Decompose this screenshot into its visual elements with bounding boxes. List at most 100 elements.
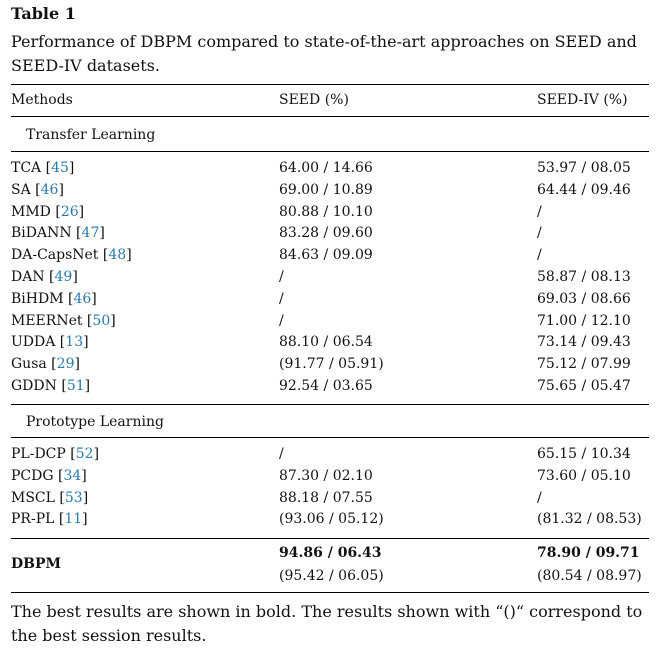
citation-link[interactable]: 45 bbox=[51, 160, 69, 176]
citation-link[interactable]: 48 bbox=[108, 247, 127, 264]
method-cell: PR-PL [11] bbox=[11, 511, 88, 528]
seediv-value: 58.87 / 08.13 bbox=[537, 269, 631, 285]
section-divider-prototype bbox=[11, 404, 649, 405]
method-name: BiHDM bbox=[11, 290, 64, 307]
method-cell: PL-DCP [52] bbox=[11, 446, 100, 462]
seed-value: (91.77 / 05.91) bbox=[279, 356, 384, 373]
table-row: DAN [49] / 58.87 / 08.13 bbox=[11, 269, 649, 291]
table-row: GDDN [51] 92.54 / 03.65 75.65 / 05.47 bbox=[11, 378, 649, 400]
method-name: BiDANN bbox=[11, 225, 72, 242]
seediv-value: 73.14 / 09.43 bbox=[537, 334, 631, 351]
seediv-value: 71.00 / 12.10 bbox=[537, 312, 631, 329]
dbpm-seed-session: (95.42 / 06.05) bbox=[279, 568, 384, 584]
method-name: DAN bbox=[11, 269, 45, 285]
table-caption: Performance of DBPM compared to state-of… bbox=[11, 32, 637, 75]
citation-link[interactable]: 26 bbox=[60, 203, 79, 220]
method-cell: SA [46] bbox=[11, 181, 64, 198]
section-rule-transfer bbox=[11, 151, 649, 152]
table-row: PR-PL [11] (93.06 / 05.12) (81.32 / 08.53) bbox=[11, 511, 649, 533]
header-methods: Methods bbox=[11, 92, 73, 108]
seed-value: 88.10 / 06.54 bbox=[279, 334, 373, 351]
method-cell: GDDN [51] bbox=[11, 378, 91, 394]
method-cell: PCDG [34] bbox=[11, 467, 87, 484]
citation-link[interactable]: 53 bbox=[64, 489, 83, 506]
section-rule-prototype bbox=[11, 437, 649, 438]
method-cell: MSCL [53] bbox=[11, 489, 89, 506]
seediv-value: / bbox=[537, 489, 542, 506]
seed-value: 87.30 / 02.10 bbox=[279, 467, 373, 484]
seed-value: 88.18 / 07.55 bbox=[279, 489, 373, 506]
table-row: PL-DCP [52] / 65.15 / 10.34 bbox=[11, 446, 649, 468]
header-rule bbox=[11, 116, 649, 117]
seediv-value: / bbox=[537, 247, 542, 264]
seed-value: 84.63 / 09.09 bbox=[279, 247, 373, 264]
citation-link[interactable]: 46 bbox=[73, 290, 92, 307]
citation-link[interactable]: 34 bbox=[63, 467, 82, 484]
method-cell: BiHDM [46] bbox=[11, 290, 97, 307]
seed-value: (93.06 / 05.12) bbox=[279, 511, 384, 528]
table-row: MEERNet [50] / 71.00 / 12.10 bbox=[11, 313, 649, 335]
method-name: PR-PL bbox=[11, 511, 55, 528]
table-row: MMD [26] 80.88 / 10.10 / bbox=[11, 204, 649, 226]
header-seediv: SEED-IV (%) bbox=[537, 92, 628, 108]
method-cell: TCA [45] bbox=[11, 160, 75, 176]
seediv-value: 53.97 / 08.05 bbox=[537, 160, 631, 176]
section-prototype-learning: Prototype Learning bbox=[26, 414, 164, 430]
seediv-value: 75.65 / 05.47 bbox=[537, 378, 631, 394]
method-name: MSCL bbox=[11, 489, 55, 506]
table-row: Gusa [29] (91.77 / 05.91) 75.12 / 07.99 bbox=[11, 356, 649, 378]
dbpm-method: DBPM bbox=[11, 556, 61, 572]
table-footnote: The best results are shown in bold. The … bbox=[11, 602, 643, 645]
table-row: PCDG [34] 87.30 / 02.10 73.60 / 05.10 bbox=[11, 468, 649, 490]
method-name: MMD bbox=[11, 203, 51, 220]
citation-link[interactable]: 52 bbox=[75, 446, 94, 462]
seed-value: 69.00 / 10.89 bbox=[279, 181, 373, 198]
method-name: MEERNet bbox=[11, 312, 83, 329]
citation-link[interactable]: 50 bbox=[92, 312, 111, 329]
method-cell: DAN [49] bbox=[11, 269, 78, 285]
header-seed: SEED (%) bbox=[279, 92, 349, 108]
seediv-value: 69.03 / 08.66 bbox=[537, 290, 631, 307]
dbpm-seediv-best: 78.90 / 09.71 bbox=[537, 545, 640, 561]
citation-link[interactable]: 51 bbox=[66, 378, 85, 394]
method-name: DA-CapsNet bbox=[11, 247, 99, 264]
method-cell: MMD [26] bbox=[11, 203, 85, 220]
method-cell: Gusa [29] bbox=[11, 356, 80, 373]
seediv-value: / bbox=[537, 203, 542, 220]
seed-value: 83.28 / 09.60 bbox=[279, 225, 373, 242]
seed-value: / bbox=[279, 290, 284, 307]
citation-link[interactable]: 49 bbox=[54, 269, 73, 285]
seediv-value: / bbox=[537, 225, 542, 242]
seed-value: 92.54 / 03.65 bbox=[279, 378, 373, 394]
dbpm-rule bbox=[11, 538, 649, 539]
citation-link[interactable]: 46 bbox=[40, 181, 59, 198]
top-rule bbox=[11, 84, 649, 85]
table-row: DA-CapsNet [48] 84.63 / 09.09 / bbox=[11, 247, 649, 269]
seed-value: / bbox=[279, 312, 284, 329]
method-name: PCDG bbox=[11, 467, 54, 484]
table-row: MSCL [53] 88.18 / 07.55 / bbox=[11, 490, 649, 512]
seed-value: / bbox=[279, 446, 284, 462]
method-name: PL-DCP bbox=[11, 446, 66, 462]
seed-value: / bbox=[279, 269, 284, 285]
citation-link[interactable]: 29 bbox=[56, 356, 75, 373]
dbpm-session-row: (95.42 / 06.05) (80.54 / 08.97) bbox=[11, 568, 649, 590]
bottom-rule bbox=[11, 592, 649, 593]
seed-value: 64.00 / 14.66 bbox=[279, 160, 373, 176]
table-row: UDDA [13] 88.10 / 06.54 73.14 / 09.43 bbox=[11, 334, 649, 356]
method-name: TCA bbox=[11, 160, 42, 176]
method-name: Gusa bbox=[11, 356, 47, 373]
dbpm-seediv-session: (80.54 / 08.97) bbox=[537, 568, 642, 584]
table-row: BiHDM [46] / 69.03 / 08.66 bbox=[11, 291, 649, 313]
seediv-value: 64.44 / 09.46 bbox=[537, 181, 631, 198]
dbpm-row: DBPM bbox=[11, 556, 649, 578]
table-row: BiDANN [47] 83.28 / 09.60 / bbox=[11, 225, 649, 247]
citation-link[interactable]: 47 bbox=[81, 225, 100, 242]
seed-value: 80.88 / 10.10 bbox=[279, 203, 373, 220]
method-name: UDDA bbox=[11, 334, 56, 351]
citation-link[interactable]: 11 bbox=[64, 511, 83, 528]
dbpm-seed-best: 94.86 / 06.43 bbox=[279, 545, 382, 561]
method-name: SA bbox=[11, 181, 31, 198]
citation-link[interactable]: 13 bbox=[65, 334, 84, 351]
seediv-value: 73.60 / 05.10 bbox=[537, 467, 631, 484]
